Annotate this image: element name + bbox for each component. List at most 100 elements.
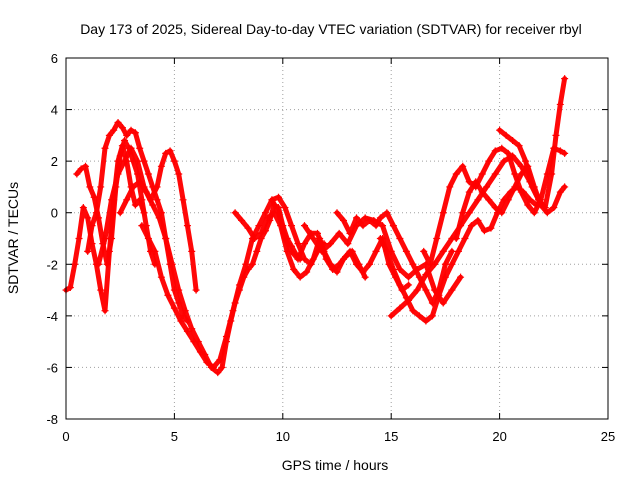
data-point-15-4 bbox=[515, 142, 523, 150]
data-point-6-13 bbox=[216, 356, 224, 364]
data-point-8-16 bbox=[366, 260, 374, 268]
data-point-5-16 bbox=[214, 369, 222, 377]
data-point-13-22 bbox=[556, 147, 564, 155]
data-point-3-6 bbox=[105, 131, 113, 139]
data-point-13-6 bbox=[452, 170, 460, 178]
data-point-10-1 bbox=[333, 209, 341, 217]
y-tick-label-0: -8 bbox=[46, 412, 58, 427]
data-point-13-14 bbox=[504, 149, 512, 157]
data-point-10-8 bbox=[376, 214, 384, 222]
data-point-6-2 bbox=[144, 235, 152, 242]
data-point-14-11 bbox=[517, 170, 525, 178]
data-point-12-16 bbox=[517, 162, 525, 170]
data-point-9-12 bbox=[396, 265, 404, 273]
y-axis-label: SDTVAR / TECUs bbox=[5, 182, 21, 294]
data-point-13-16 bbox=[517, 188, 525, 196]
data-point-12-1 bbox=[387, 312, 395, 320]
data-point-3-9 bbox=[118, 124, 126, 132]
data-point-8-4 bbox=[287, 247, 295, 255]
data-point-11-4 bbox=[396, 281, 404, 289]
data-point-3-14 bbox=[140, 157, 148, 165]
data-point-8-8 bbox=[313, 229, 321, 237]
data-point-4-6 bbox=[127, 144, 135, 152]
data-point-3-2 bbox=[88, 222, 96, 230]
data-point-12-11 bbox=[474, 196, 482, 204]
data-point-10-12 bbox=[402, 247, 410, 255]
x-tick-label-0: 0 bbox=[62, 429, 69, 444]
data-point-5-10 bbox=[175, 286, 183, 294]
series-6 bbox=[138, 193, 328, 371]
data-point-13-10 bbox=[478, 170, 486, 178]
data-point-12-14 bbox=[500, 157, 508, 165]
data-point-11-11 bbox=[441, 273, 449, 281]
data-point-4-19 bbox=[192, 286, 200, 294]
data-point-14-5 bbox=[478, 188, 486, 196]
data-point-5-5 bbox=[142, 188, 150, 196]
data-point-9-19 bbox=[457, 273, 465, 281]
series-14-trace bbox=[453, 163, 568, 241]
data-point-9-3 bbox=[318, 247, 326, 255]
data-point-10-19 bbox=[448, 247, 456, 255]
data-point-9-2 bbox=[309, 235, 317, 242]
series-14 bbox=[452, 162, 569, 242]
data-point-12-3 bbox=[405, 296, 413, 304]
data-point-13-15 bbox=[511, 170, 519, 178]
data-point-1-9 bbox=[97, 286, 105, 294]
data-point-7-10 bbox=[290, 265, 298, 273]
data-point-6-17 bbox=[242, 260, 250, 268]
data-point-8-2 bbox=[274, 209, 282, 217]
data-point-6-6 bbox=[170, 304, 178, 312]
data-point-9-10 bbox=[379, 222, 387, 230]
data-point-14-4 bbox=[472, 178, 480, 186]
data-point-10-3 bbox=[346, 229, 354, 237]
data-point-7-12 bbox=[303, 268, 311, 276]
data-point-11-10 bbox=[435, 291, 443, 299]
data-point-1-4 bbox=[75, 235, 83, 242]
data-point-1-10 bbox=[101, 307, 109, 315]
data-point-2-11 bbox=[116, 152, 124, 160]
data-point-10-7 bbox=[372, 222, 380, 230]
data-point-13-2 bbox=[426, 260, 434, 268]
data-point-14-10 bbox=[511, 183, 519, 191]
data-point-7-1 bbox=[231, 209, 239, 217]
data-point-8-22 bbox=[405, 281, 413, 289]
data-point-3-13 bbox=[136, 144, 144, 152]
data-point-10-15 bbox=[422, 286, 430, 294]
data-point-8-12 bbox=[340, 255, 348, 263]
data-point-4-4 bbox=[114, 170, 122, 178]
data-point-15-11 bbox=[556, 100, 564, 108]
data-point-10-4 bbox=[353, 214, 361, 222]
data-point-6-1 bbox=[138, 222, 146, 230]
data-point-8-17 bbox=[372, 247, 380, 255]
x-tick-label-5: 25 bbox=[601, 429, 615, 444]
data-point-4-16 bbox=[179, 196, 187, 204]
data-point-6-3 bbox=[151, 247, 159, 255]
data-point-10-13 bbox=[409, 260, 417, 268]
data-point-6-4 bbox=[157, 273, 165, 281]
data-point-4-3 bbox=[108, 196, 116, 204]
series-15-trace bbox=[497, 76, 568, 211]
x-tick-label-2: 10 bbox=[276, 429, 290, 444]
data-point-12-2 bbox=[396, 304, 404, 312]
data-point-6-22 bbox=[274, 193, 282, 201]
y-tick-label-2: -4 bbox=[46, 309, 58, 324]
data-point-7-13 bbox=[309, 255, 317, 263]
grid-lines bbox=[66, 58, 608, 419]
data-point-4-13 bbox=[166, 147, 174, 155]
data-point-14-8 bbox=[498, 209, 506, 217]
data-point-8-15 bbox=[359, 268, 367, 276]
chart-title: Day 173 of 2025, Sidereal Day-to-day VTE… bbox=[80, 21, 582, 37]
data-point-4-2 bbox=[101, 235, 109, 242]
data-point-3-17 bbox=[153, 196, 161, 204]
data-point-5-25 bbox=[253, 247, 261, 255]
data-point-9-4 bbox=[326, 240, 334, 248]
data-point-4-1 bbox=[95, 260, 103, 268]
data-point-15-3 bbox=[509, 137, 517, 145]
data-point-14-2 bbox=[459, 209, 467, 217]
data-point-7-11 bbox=[296, 273, 304, 281]
data-point-10-11 bbox=[396, 235, 404, 242]
data-point-3-10 bbox=[123, 131, 131, 139]
x-tick-label-1: 5 bbox=[171, 429, 178, 444]
data-point-11-17 bbox=[480, 227, 488, 235]
